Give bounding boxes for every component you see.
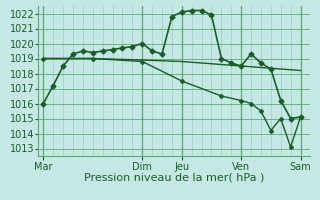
X-axis label: Pression niveau de la mer( hPa ): Pression niveau de la mer( hPa )	[84, 173, 265, 183]
